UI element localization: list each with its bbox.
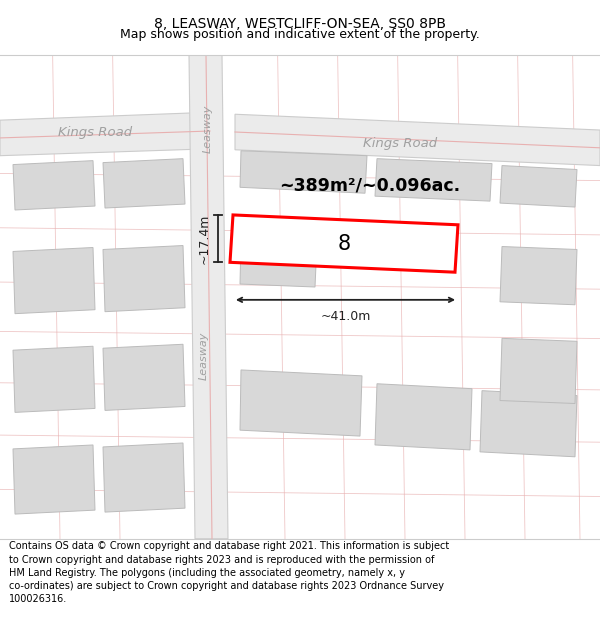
Polygon shape	[480, 391, 577, 457]
Polygon shape	[235, 114, 600, 166]
Text: Contains OS data © Crown copyright and database right 2021. This information is : Contains OS data © Crown copyright and d…	[9, 541, 449, 604]
Polygon shape	[103, 443, 185, 512]
Polygon shape	[103, 246, 185, 312]
Polygon shape	[230, 215, 458, 272]
Text: Leasway: Leasway	[199, 332, 209, 380]
Polygon shape	[13, 248, 95, 314]
Polygon shape	[189, 55, 228, 539]
Polygon shape	[103, 159, 185, 208]
Polygon shape	[240, 151, 367, 193]
Polygon shape	[375, 159, 492, 201]
Polygon shape	[500, 166, 577, 207]
Text: ~41.0m: ~41.0m	[320, 310, 371, 322]
Text: 8: 8	[337, 234, 350, 254]
Polygon shape	[103, 344, 185, 411]
Text: 8, LEASWAY, WESTCLIFF-ON-SEA, SS0 8PB: 8, LEASWAY, WESTCLIFF-ON-SEA, SS0 8PB	[154, 16, 446, 31]
Text: ~389m²/~0.096ac.: ~389m²/~0.096ac.	[280, 176, 461, 194]
Polygon shape	[13, 346, 95, 413]
Text: Map shows position and indicative extent of the property.: Map shows position and indicative extent…	[120, 28, 480, 41]
Polygon shape	[13, 445, 95, 514]
Polygon shape	[375, 384, 472, 450]
Text: Kings Road: Kings Road	[363, 138, 437, 151]
Polygon shape	[240, 239, 317, 287]
Polygon shape	[500, 338, 577, 404]
Text: Leasway: Leasway	[203, 105, 213, 153]
Polygon shape	[500, 246, 577, 305]
Polygon shape	[0, 112, 210, 156]
Polygon shape	[13, 161, 95, 210]
Text: ~17.4m: ~17.4m	[198, 214, 211, 264]
Text: Kings Road: Kings Road	[58, 126, 132, 139]
Polygon shape	[240, 370, 362, 436]
